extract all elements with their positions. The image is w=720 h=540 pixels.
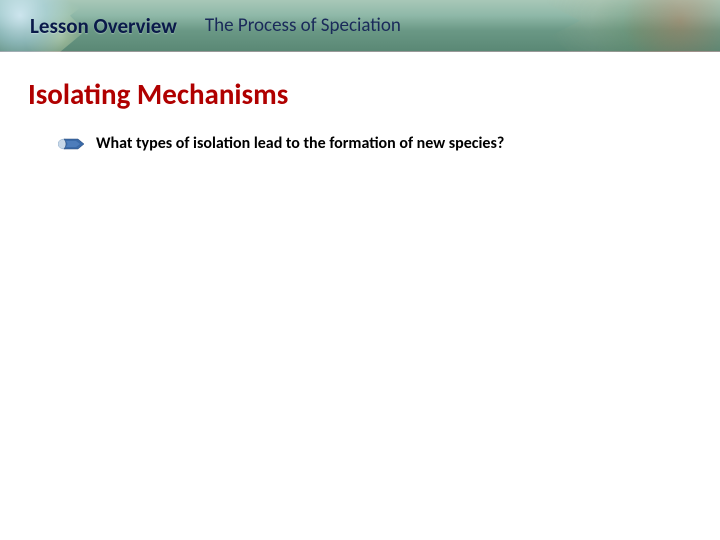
header-right-decoration [520, 0, 720, 52]
bullet-question-text: What types of isolation lead to the form… [96, 134, 504, 153]
lesson-overview-label: Lesson Overview [30, 13, 177, 39]
chapter-title: The Process of Speciation [205, 14, 401, 37]
header-bar: Lesson Overview The Process of Speciatio… [0, 0, 720, 52]
section-heading: Isolating Mechanisms [28, 76, 720, 112]
arrow-bullet-icon [58, 136, 84, 152]
bullet-row: What types of isolation lead to the form… [58, 134, 720, 153]
